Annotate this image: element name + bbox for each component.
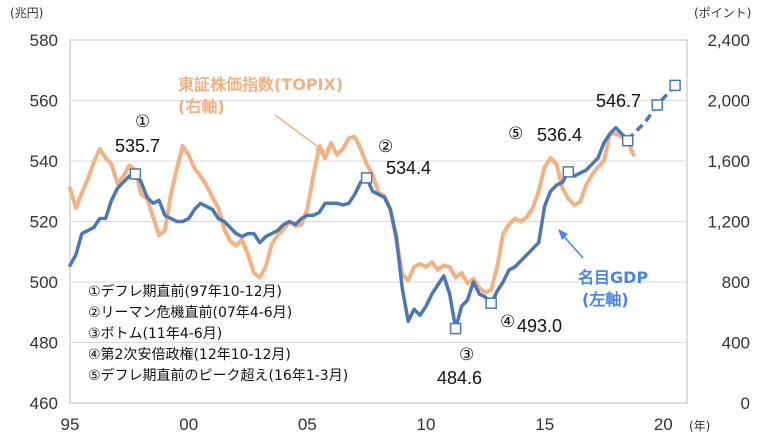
annotation-mark-2: ② — [378, 137, 393, 157]
annotation-value-3: 484.6 — [437, 368, 482, 388]
gdp-marker — [669, 79, 681, 92]
gdp-markers — [129, 79, 681, 335]
gdp-marker — [651, 99, 664, 111]
note-item: ③ボトム(11年4-6月) — [88, 326, 222, 342]
right-tick-label: 800 — [722, 273, 750, 292]
annotation-value-1: 535.7 — [115, 136, 160, 156]
gdp-marker — [562, 166, 575, 178]
left-tick-label: 480 — [30, 334, 58, 353]
annotation-mark-5: ⑤ — [508, 124, 523, 144]
x-tick-label: 10 — [417, 415, 436, 434]
gdp-marker — [360, 172, 373, 184]
right-tick-label: 400 — [722, 334, 750, 353]
x-axis-unit: (年) — [689, 419, 710, 433]
gdp-projection-line — [626, 84, 677, 142]
right-axis-unit: (ポイント) — [694, 6, 751, 20]
note-item: ④第2次安倍政権(12年10-12月) — [88, 346, 291, 363]
right-tick-label: 0 — [741, 394, 750, 413]
x-tick-label: 95 — [61, 415, 80, 434]
gdp-marker — [449, 322, 462, 335]
gdp-marker — [621, 134, 634, 147]
note-item: ①デフレ期直前(97年10-12月) — [88, 283, 282, 300]
right-tick-label: 1,200 — [707, 213, 750, 232]
x-tick-label: 15 — [535, 415, 554, 434]
gridlines — [70, 100, 687, 343]
left-tick-label: 580 — [30, 31, 58, 50]
left-axis-unit: (兆円) — [10, 6, 43, 20]
annotation-mark-3: ③ — [459, 345, 474, 365]
annotation-value-2: 534.4 — [386, 158, 431, 178]
right-tick-label: 2,000 — [707, 92, 750, 111]
left-tick-label: 560 — [30, 92, 58, 111]
gdp-marker — [485, 297, 497, 309]
topix-pointer-arrowhead — [315, 143, 325, 152]
annotation-value-5: 536.4 — [537, 125, 582, 145]
left-tick-label: 520 — [30, 213, 58, 232]
gdp-axis-label: (左軸) — [582, 290, 629, 309]
left-tick-label: 500 — [30, 273, 58, 292]
annotation-value-latest: 546.7 — [596, 91, 641, 111]
annotation-mark-4: ④ — [500, 312, 515, 332]
x-tick-label: 00 — [179, 415, 198, 434]
topix-series-line — [68, 131, 636, 295]
topix-series-label: 東証株価指数(TOPIX) — [178, 75, 343, 94]
annotation-mark-1: ① — [135, 112, 150, 132]
gdp-marker — [129, 168, 142, 180]
gdp-series-label: 名目GDP — [578, 268, 648, 287]
note-item: ②リーマン危機直前(07年4-6月) — [88, 304, 292, 321]
x-tick-label: 05 — [298, 415, 317, 434]
topix-pointer-line — [274, 114, 326, 153]
right-tick-label: 1,600 — [707, 152, 750, 171]
x-tick-label: 20 — [654, 415, 673, 434]
left-tick-label: 460 — [30, 394, 58, 413]
left-tick-label: 540 — [30, 152, 58, 171]
note-item: ⑤デフレ期直前のピーク超え(16年1-3月) — [88, 367, 348, 384]
gdp-pointer-arrowhead — [558, 229, 568, 240]
annotation-value-4: 493.0 — [517, 316, 562, 336]
right-tick-label: 2,400 — [707, 31, 750, 50]
topix-axis-label: (右軸) — [178, 97, 225, 116]
gdp-series-line — [68, 125, 630, 331]
